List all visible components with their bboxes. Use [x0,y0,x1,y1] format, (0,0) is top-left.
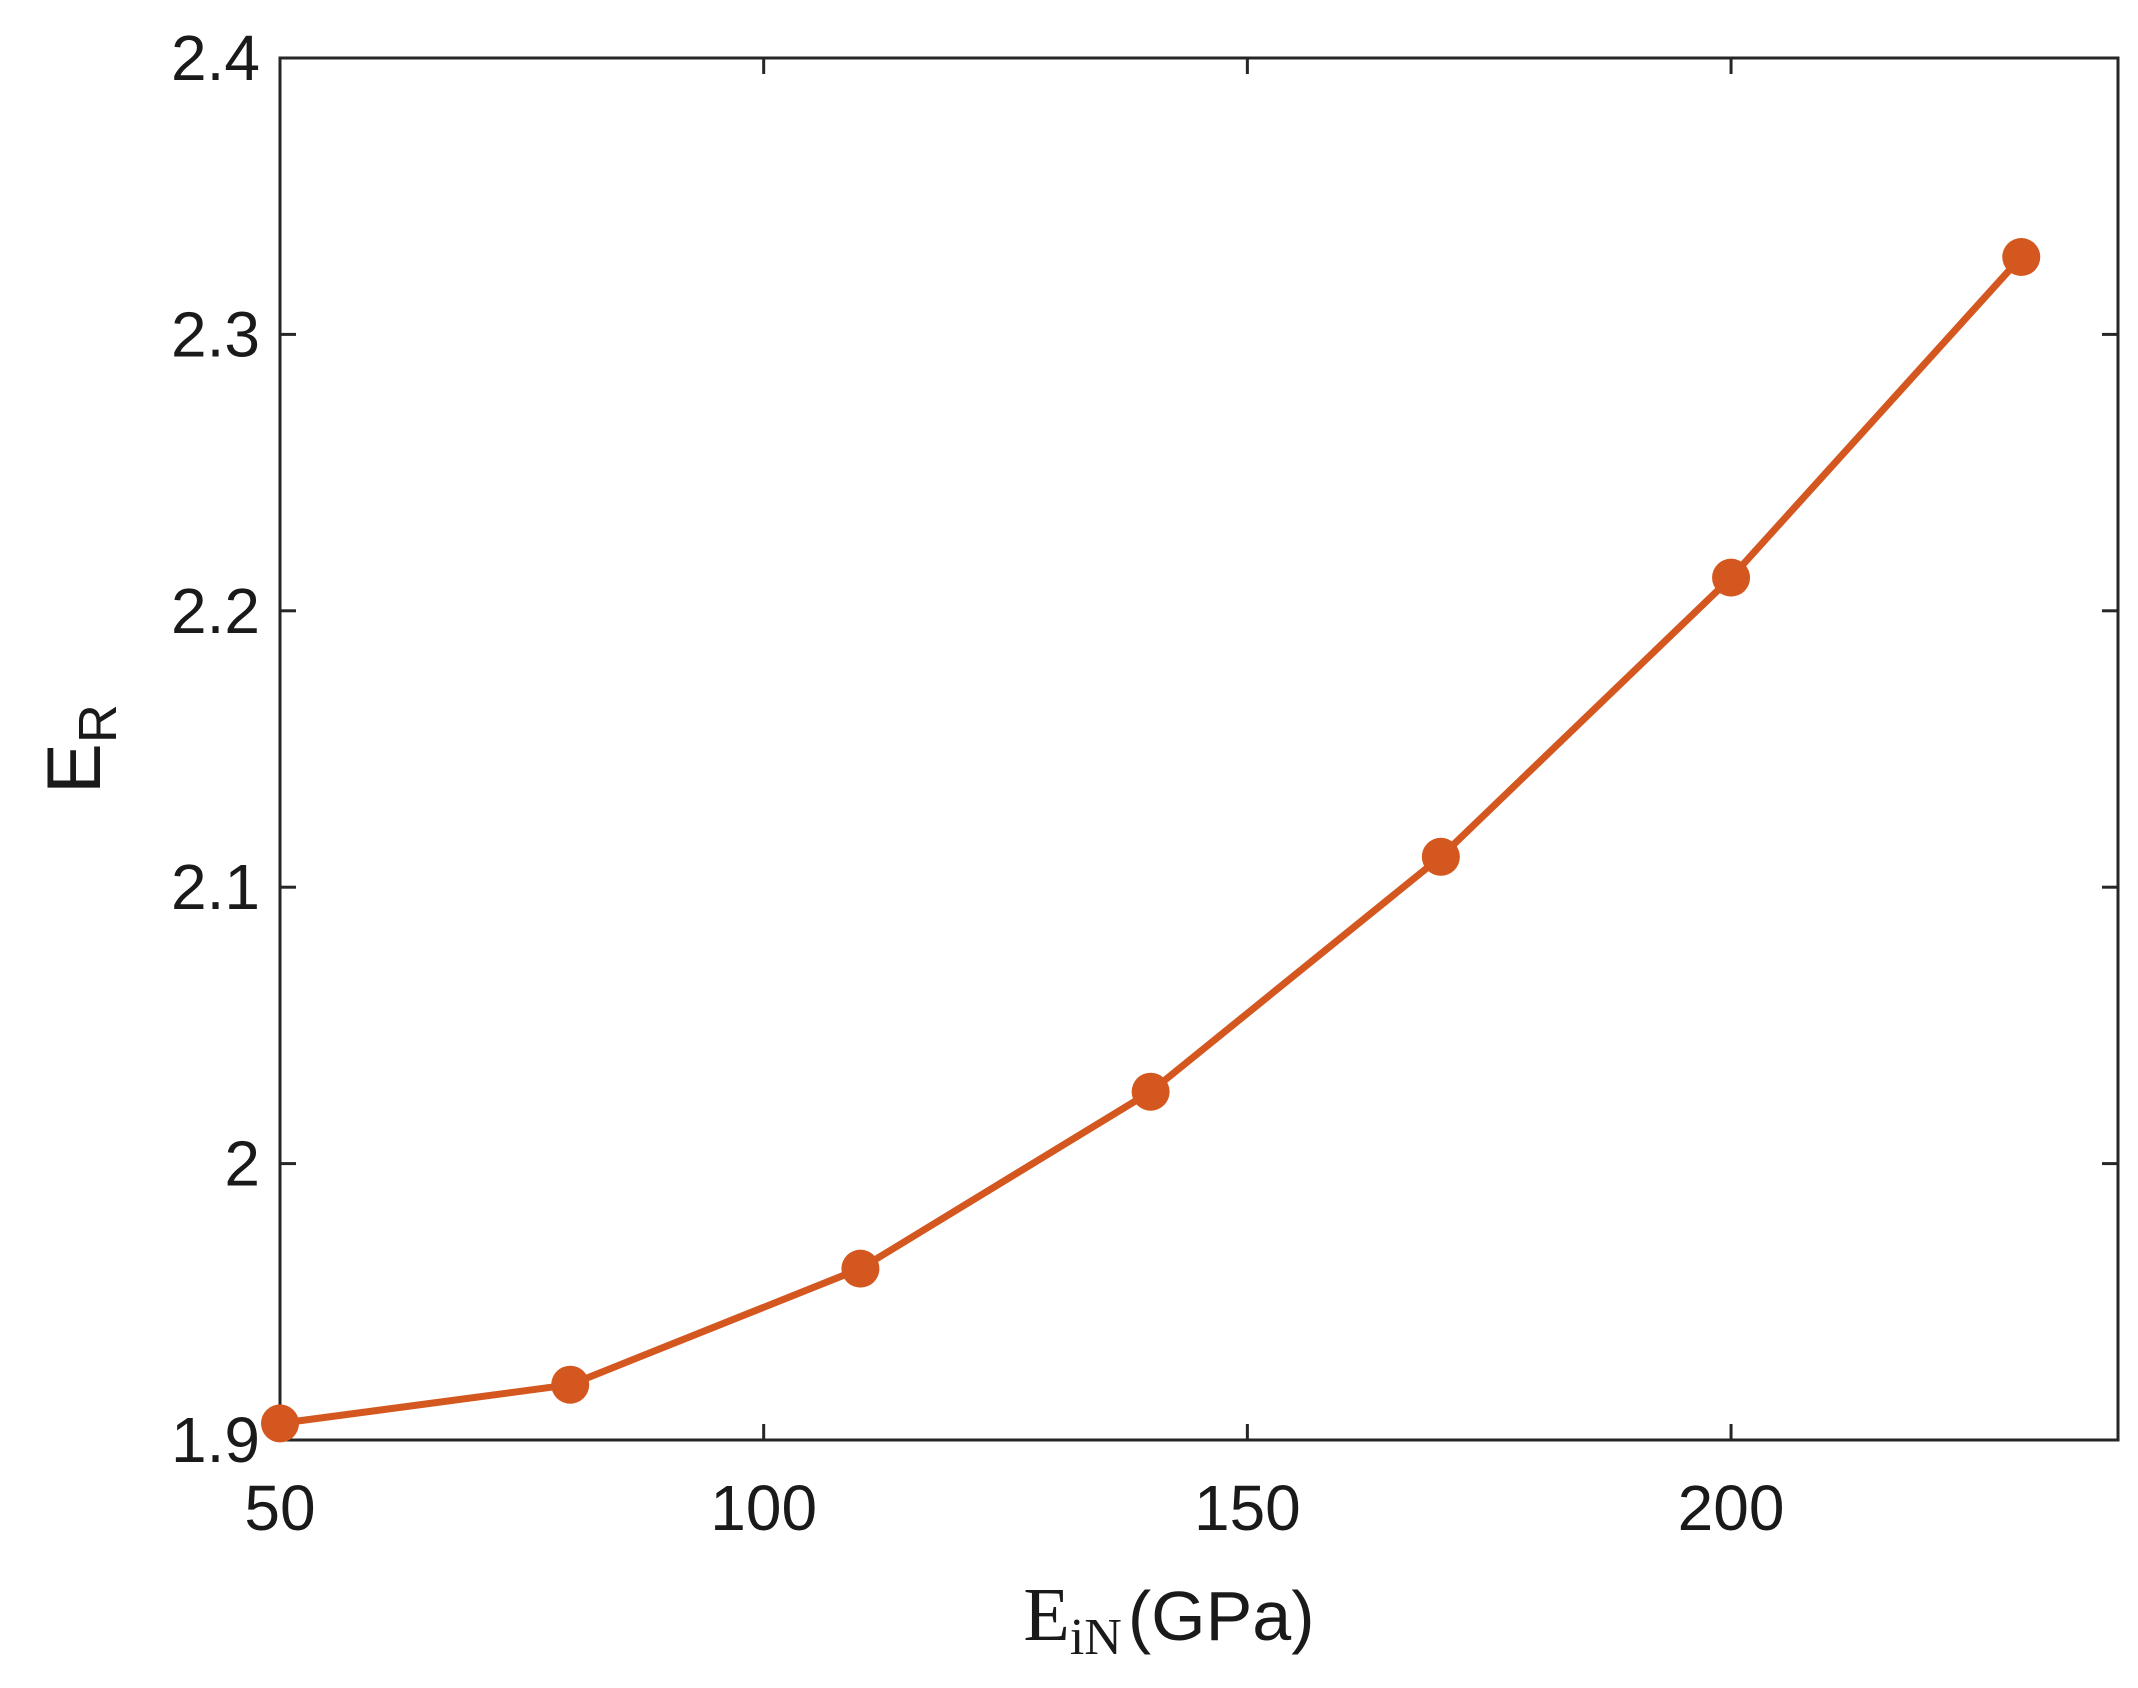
plot-frame [278,56,2120,1442]
y-tick-label: 2.1 [171,851,260,923]
x-axis-label-main: E [1023,1573,1069,1657]
y-axis-label-main: E [32,743,117,794]
data-point [261,1404,299,1443]
x-tick-label: 50 [244,1472,315,1544]
y-tick-label: 2.3 [171,298,260,370]
y-tick-label: 2.4 [171,22,260,94]
x-tick-label: 200 [1678,1472,1785,1544]
data-point [1712,558,1751,597]
y-axis-label: ER [32,704,128,794]
x-axis-label: EiN(GPa) [1023,1573,1314,1666]
y-tick-label: 2 [224,1128,260,1200]
series-layer [261,238,2041,1443]
x-axis-label-subscript: iN [1070,1609,1122,1666]
x-axis-label-unit: (GPa) [1128,1577,1315,1655]
data-point [2002,238,2041,277]
axis-labels: EiN(GPa) ER [32,704,1315,1666]
data-point [1421,837,1460,876]
data-point [1131,1072,1170,1111]
data-point [841,1249,880,1288]
y-tick-label: 1.9 [171,1404,260,1476]
x-tick-label: 100 [710,1472,817,1544]
axes: 50 100 150 200 1.9 2 2.1 2.2 2.3 2.4 [171,22,2120,1544]
x-tick-label: 150 [1194,1472,1301,1544]
data-point [551,1365,590,1404]
y-tick-label: 2.2 [171,575,260,647]
y-axis-label-subscript: R [68,704,128,743]
